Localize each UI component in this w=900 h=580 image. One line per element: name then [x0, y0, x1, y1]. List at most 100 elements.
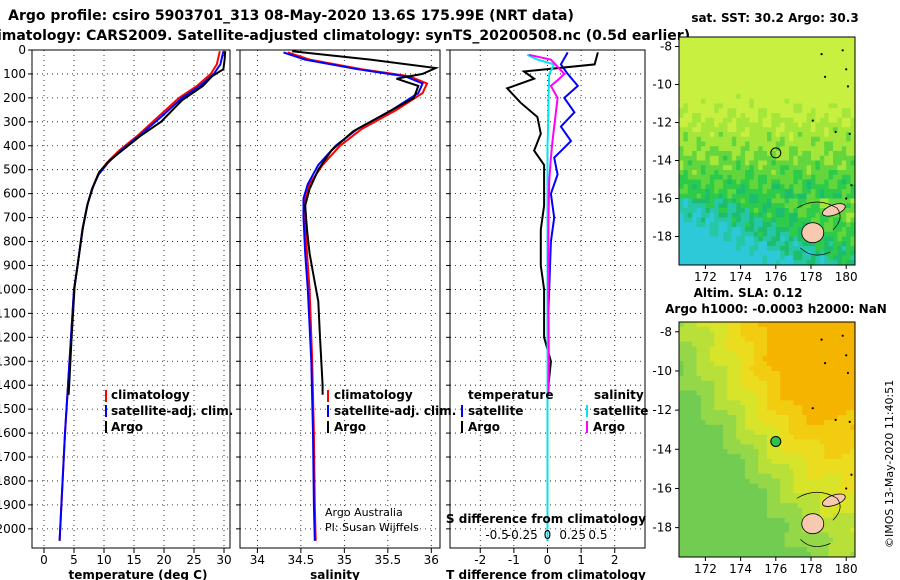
small-island [848, 132, 851, 135]
series-line-argo [292, 50, 440, 395]
reef-contour [796, 201, 841, 231]
y-tick-label: 400 [3, 139, 26, 153]
series-line-argo [67, 51, 227, 395]
y-tick-label: 800 [3, 235, 26, 249]
small-island [820, 338, 823, 341]
small-island [811, 119, 814, 122]
small-island [834, 418, 837, 422]
sst-map-panel: 172 174 176 178 180 -8 -10 -12 -14 -16 -18 [652, 36, 858, 284]
x-tick-label: 30 [216, 553, 231, 567]
x-tick-label: 35 [337, 553, 352, 567]
salinity-legend: climatology satellite-adj. clim. Argo [327, 388, 456, 434]
t-difference-x-label: T difference from climatology [446, 568, 646, 580]
x-tick-label: 20 [156, 553, 171, 567]
map-y-tick-label: -18 [652, 230, 672, 244]
x-tick-label: 34.5 [288, 553, 315, 567]
salinity-panel: 34 34.5 35 35.5 36 [236, 49, 441, 567]
x-tick-label: 2 [611, 553, 619, 567]
y-tick-label: 1000 [0, 282, 26, 296]
legend-label-salinity: salinity [594, 388, 644, 402]
x-tick-label: 0 [40, 553, 48, 567]
figure-title-line1: Argo profile: csiro 5903701_313 08-May-2… [8, 8, 574, 24]
sla-map-panel: 172 174 176 178 180 -8 -10 -12 -14 -16 -18 [652, 321, 858, 576]
legend-label-s-argo: Argo [593, 420, 625, 434]
map-y-tick-label: -16 [652, 481, 672, 495]
map-x-tick-label: 174 [729, 562, 752, 576]
x2-tick-label: 0 [544, 528, 552, 542]
legend-label-argo: Argo [111, 420, 143, 434]
plot-frame [239, 49, 441, 549]
x-tick-label: 34 [250, 553, 265, 567]
map-y-tick-label: -8 [660, 325, 672, 339]
map-y-tick-label: -12 [652, 403, 672, 417]
map-y-tick-label: -14 [652, 154, 672, 168]
map-frame [678, 321, 856, 558]
y-tick-label: 500 [3, 163, 26, 177]
float-position-marker [770, 435, 782, 447]
x-tick-label: 1 [577, 553, 585, 567]
small-island [846, 85, 850, 88]
small-island [848, 420, 851, 423]
legend-label-argo: Argo [334, 420, 366, 434]
pi-note: PI: Susan Wijffels [325, 521, 419, 534]
s-difference-x-label: S difference from climatology [446, 512, 646, 526]
y-tick-label: 100 [3, 67, 26, 81]
x-tick-label: 15 [126, 553, 141, 567]
x-tick-label: 35.5 [374, 553, 401, 567]
x2-tick-label: 0.25 [559, 528, 586, 542]
x2-tick-label: 0.5 [588, 528, 607, 542]
reef-contour [800, 539, 831, 547]
map-y-tick-label: -8 [660, 40, 672, 54]
small-island [850, 473, 853, 476]
map-x-tick-label: 180 [835, 562, 858, 576]
small-island [811, 407, 814, 410]
y-tick-label: 200 [3, 91, 26, 105]
legend-label-satellite: satellite-adj. clim. [334, 404, 456, 418]
y-tick-label: 0 [18, 43, 26, 57]
y-tick-label: 900 [3, 258, 26, 272]
x-tick-label: 0 [544, 553, 552, 567]
map-x-tick-label: 178 [800, 270, 823, 284]
map-x-tick-label: 172 [694, 270, 717, 284]
y-tick-label: 1900 [0, 498, 26, 512]
sla-map-subtitle: Argo h1000: -0.0003 h2000: NaN [665, 302, 887, 316]
legend-label-satellite: satellite-adj. clim. [111, 404, 233, 418]
y-tick-label: 1200 [0, 330, 26, 344]
small-island [841, 334, 844, 337]
temperature-legend: climatology satellite-adj. clim. Argo [105, 388, 233, 434]
reef-contour [796, 491, 841, 521]
map-field [679, 37, 855, 265]
figure-title-line2: Climatology: CARS2009. Satellite-adjuste… [0, 28, 690, 44]
y-tick-label: 600 [3, 187, 26, 201]
temperature-x-label: temperature (deg C) [69, 568, 208, 580]
legend-label-t-argo: Argo [468, 420, 500, 434]
map-x-tick-label: 178 [800, 562, 823, 576]
map-x-tick-label: 174 [729, 270, 752, 284]
map-x-tick-label: 172 [694, 562, 717, 576]
y-tick-label: 1800 [0, 474, 26, 488]
y-tick-label: 700 [3, 211, 26, 225]
x-tick-label: 5 [70, 553, 78, 567]
sla-map-title: Altim. SLA: 0.12 [694, 286, 803, 300]
series-line-t-argo [505, 52, 599, 395]
y-tick-label: 1600 [0, 426, 26, 440]
legend-label-temperature: temperature [468, 388, 553, 402]
legend-label-climatology: climatology [334, 388, 413, 402]
y-tick-label: 2000 [0, 522, 26, 536]
map-y-tick-label: -16 [652, 192, 672, 206]
map-y-tick-label: -18 [652, 521, 672, 535]
map-field [679, 322, 855, 557]
series-line-s-argo [528, 53, 566, 395]
x2-tick-label: -0.5 [485, 528, 508, 542]
y-tick-label: 300 [3, 115, 26, 129]
temperature-panel: 0 5 10 15 20 25 300100200300400500600700800900… [0, 43, 232, 567]
x-tick-label: 25 [186, 553, 201, 567]
x-tick-label: 10 [96, 553, 111, 567]
operator-note: Argo Australia [325, 506, 403, 519]
reef-contour [800, 247, 831, 256]
plot-frame [31, 49, 231, 549]
small-island [845, 197, 848, 200]
y-tick-label: 1100 [0, 306, 26, 320]
difference-legend: temperature satellite Argo salinity sate… [461, 388, 648, 434]
